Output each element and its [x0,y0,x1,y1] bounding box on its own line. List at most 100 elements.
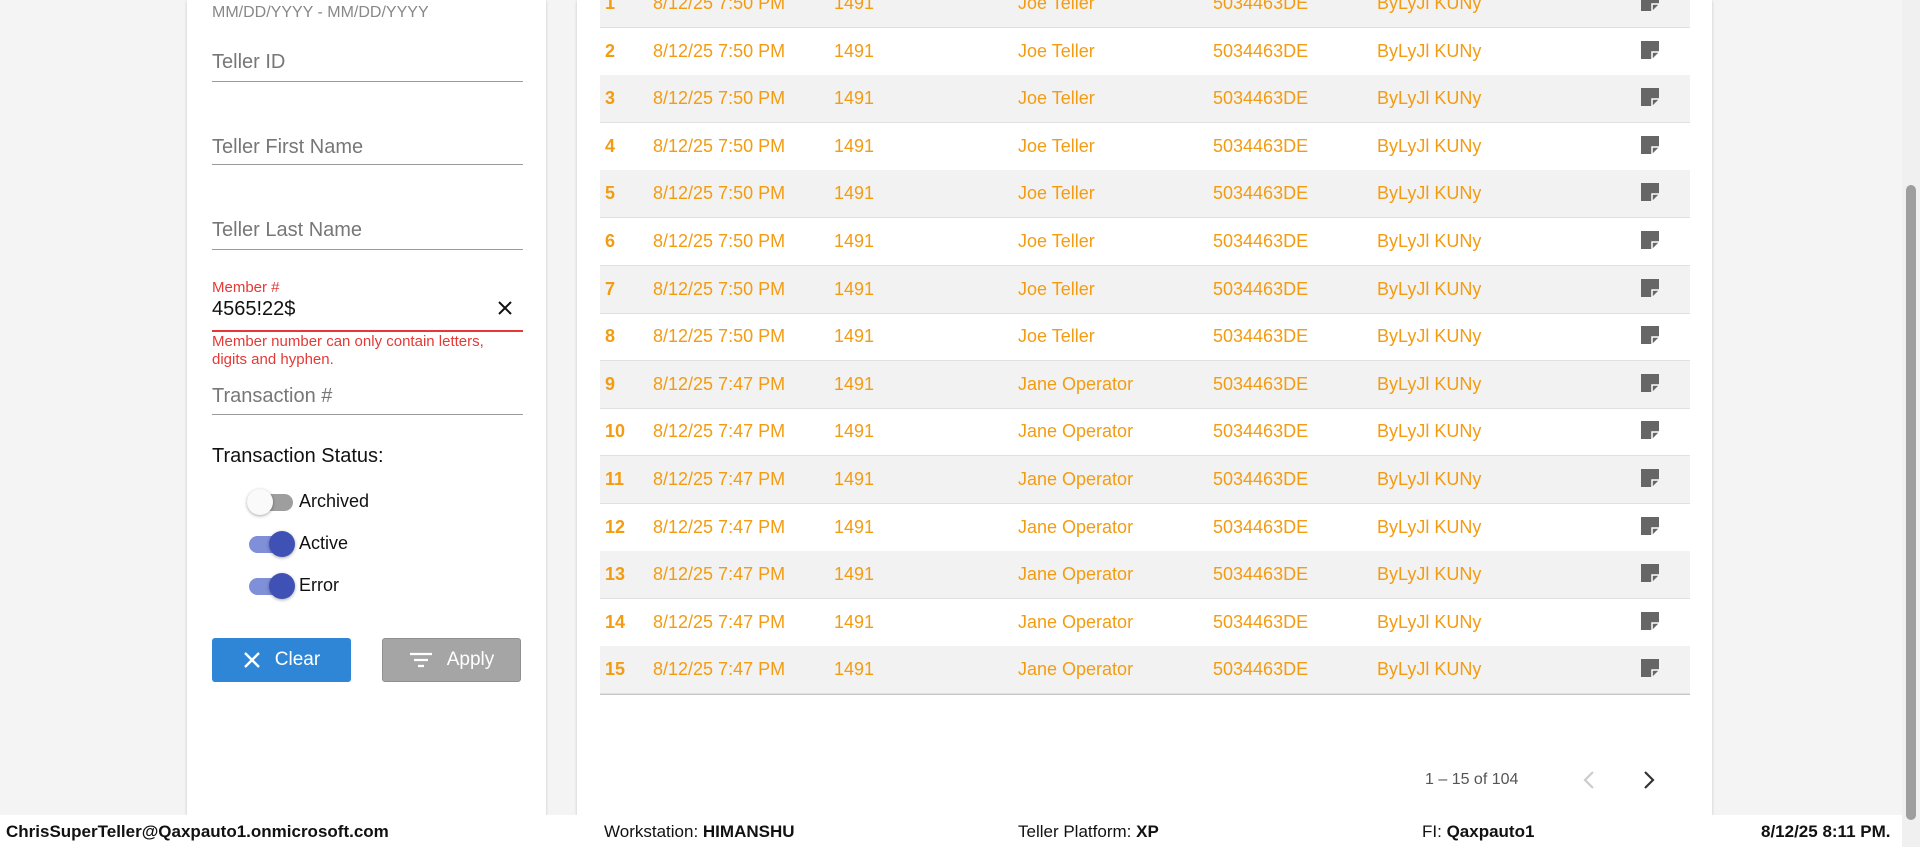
table-cell: 5034463DE [1213,183,1309,204]
table-cell: ByLyJl KUNy [1377,469,1482,489]
note-fold [1651,146,1659,154]
underline [212,81,523,82]
note-shape [1641,659,1659,678]
status-toggle[interactable] [247,489,295,515]
table-row[interactable]: 10 8/12/25 7:47 PM 1491 Jane Operator 503446… [600,408,1690,457]
note-icon[interactable] [1640,278,1660,298]
next-page[interactable] [1641,769,1657,791]
table-row[interactable]: 11 8/12/25 7:47 PM 1491 Jane Operator 503446… [600,456,1690,504]
note-icon[interactable] [1640,0,1660,12]
member-label: Member # [212,279,280,296]
clear-input-icon[interactable] [497,300,513,316]
row-number: 4 [605,135,616,156]
note-icon[interactable] [1640,325,1660,345]
note-shape [1641,564,1659,583]
table-cell: 5034463DE [1213,278,1309,299]
note-fold [1651,288,1659,297]
table-row[interactable]: 12 8/12/25 7:47 PM 1491 Jane Operator 503446… [600,504,1690,552]
table-cell: 5034463DE [1213,659,1309,680]
row-number: 9 [605,373,616,394]
prev-page[interactable] [1581,769,1597,791]
clear-button[interactable]: Clear [212,638,351,682]
clear-icon [243,652,260,668]
table-cell: 1491 [834,373,875,394]
table-row[interactable]: 13 8/12/25 7:47 PM 1491 Jane Operator 503446… [600,551,1690,600]
note-icon[interactable] [1640,563,1660,583]
note-fold [1651,622,1659,630]
table-cell: Joe Teller [1018,0,1095,13]
row-number: 3 [605,88,616,109]
note-icon[interactable] [1640,40,1660,60]
table-row[interactable]: 9 8/12/25 7:47 PM 1491 Jane Operator 5034463… [600,360,1690,409]
table-row[interactable]: 15 8/12/25 7:47 PM 1491 Jane Operator 503446… [600,646,1690,694]
transaction-number-field[interactable]: Transaction # [212,385,333,407]
table-cell: ByLyJl KUNy [1377,516,1482,537]
note-shape [1641,326,1659,345]
note-icon[interactable] [1640,230,1660,250]
table-cell: 5034463DE [1213,40,1309,61]
note-shape [1641,40,1659,59]
note-icon[interactable] [1640,182,1660,202]
teller-last-name-field[interactable]: Teller Last Name [212,219,363,241]
table-cell: 8/12/25 7:50 PM [653,183,786,204]
status-label: Error [299,575,339,595]
apply-label: Apply [446,649,495,670]
table-cell: 5034463DE [1213,231,1309,251]
table-row[interactable]: 5 8/12/25 7:50 PM 1491 Joe Teller 5034463DE B… [600,170,1690,219]
note-icon[interactable] [1640,468,1660,488]
teller-first-name-field[interactable]: Teller First Name [212,136,364,158]
table-row[interactable]: 6 8/12/25 7:50 PM 1491 Joe Teller 5034463DE B… [600,218,1690,266]
toggle-knob [269,573,295,599]
fi-label: FI: [1422,822,1442,841]
status-toggle[interactable] [249,573,295,599]
table-row[interactable]: 8 8/12/25 7:50 PM 1491 Joe Teller 5034463DE B… [600,313,1690,362]
table-row[interactable]: 14 8/12/25 7:47 PM 1491 Jane Operator 503446… [600,599,1690,647]
note-icon[interactable] [1640,135,1660,155]
table-cell: 1491 [834,183,875,204]
scrollbar[interactable] [1902,0,1920,847]
note-shape [1641,469,1659,487]
teller-id-field[interactable]: Teller ID [212,51,286,73]
note-fold [1651,574,1659,583]
table-cell: Jane Operator [1018,564,1134,585]
note-icon[interactable] [1640,658,1660,678]
note-icon[interactable] [1640,373,1660,393]
row-number: 10 [605,421,626,442]
table-row[interactable]: 2 8/12/25 7:50 PM 1491 Joe Teller 5034463DE B… [600,28,1690,76]
transaction-table: 1 8/12/25 7:50 PM 1491 Joe Teller 5034463DE B… [600,0,1690,695]
table-panel: 1 8/12/25 7:50 PM 1491 Joe Teller 5034463DE B… [577,0,1712,815]
apply-button[interactable]: Apply [382,638,521,682]
row-number: 1 [605,0,616,13]
row-number: 8 [605,326,616,347]
table-row[interactable]: 7 8/12/25 7:50 PM 1491 Joe Teller 5034463DE B… [600,265,1690,314]
note-icon[interactable] [1640,611,1660,631]
date-range-placeholder[interactable]: MM/DD/YYYY - MM/DD/YYYY [212,4,429,21]
status-toggle[interactable] [249,531,295,557]
row-number: 11 [605,469,625,489]
table-cell: 8/12/25 7:50 PM [653,0,786,13]
row-number: 13 [605,564,626,585]
note-icon[interactable] [1640,87,1660,107]
table-cell: 1491 [834,469,875,489]
table-cell: ByLyJl KUNy [1377,40,1482,61]
scroll-thumb[interactable] [1906,185,1916,820]
row-number: 6 [605,231,616,251]
table-cell: 8/12/25 7:47 PM [653,611,786,632]
platform-label: Teller Platform: [1018,822,1132,841]
table-cell: Joe Teller [1018,40,1095,61]
table-cell: Jane Operator [1018,373,1134,394]
note-shape [1641,278,1659,297]
note-icon[interactable] [1640,516,1660,536]
table-row[interactable]: 4 8/12/25 7:50 PM 1491 Joe Teller 5034463DE B… [600,123,1690,171]
table-cell: 1491 [834,564,875,585]
table-cell: Joe Teller [1018,231,1095,251]
member-input[interactable]: 4565!22$ [212,298,296,320]
note-shape [1641,373,1659,392]
note-shape [1641,88,1659,107]
status-bar: ChrisSuperTeller@Qaxpauto1.onmicrosoft.c… [0,815,1902,847]
note-fold [1651,526,1659,535]
note-icon[interactable] [1640,420,1660,440]
table-row[interactable]: 3 8/12/25 7:50 PM 1491 Joe Teller 5034463DE B… [600,75,1690,124]
table-cell: 8/12/25 7:47 PM [653,659,786,680]
table-row[interactable]: 1 8/12/25 7:50 PM 1491 Joe Teller 5034463DE B… [600,0,1690,28]
